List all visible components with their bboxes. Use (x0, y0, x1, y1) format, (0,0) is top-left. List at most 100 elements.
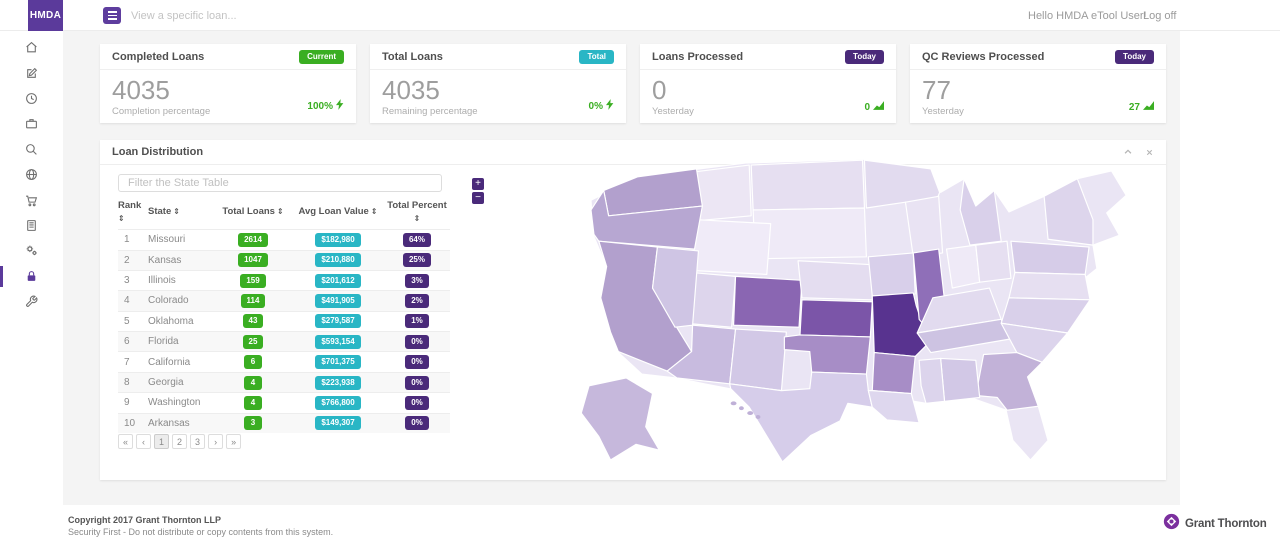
table-row[interactable]: 1 Missouri 2614 $182,980 64% (118, 229, 450, 249)
sidebar-item-search[interactable] (0, 137, 63, 162)
table-row[interactable]: 6 Florida 25 $593,154 0% (118, 331, 450, 352)
header-state[interactable]: State ⇕ (148, 205, 180, 217)
wrench-icon (25, 295, 38, 308)
table-row[interactable]: 3 Illinois 159 $201,612 3% (118, 269, 450, 290)
logoff-link[interactable]: Log off (1143, 10, 1177, 22)
avg-loan-value-badge: $223,938 (315, 375, 361, 390)
map-state-north-dakota[interactable] (750, 159, 866, 211)
map-state-virginia[interactable] (1008, 271, 1091, 301)
sidebar-item-edit[interactable] (0, 60, 63, 85)
state-cell: Missouri (148, 234, 186, 246)
sidebar-item-home[interactable] (0, 35, 63, 60)
status-badge: Current (299, 49, 344, 64)
sidebar-item-clock[interactable] (0, 86, 63, 111)
copyright-text: Copyright 2017 Grant Thornton LLP (68, 515, 222, 525)
collapse-icon[interactable] (1123, 147, 1133, 157)
header-total-percent[interactable]: Total Percent ⇕ (387, 200, 447, 223)
status-badge: Today (1115, 49, 1154, 64)
panel-title: Loan Distribution (112, 146, 204, 158)
sidebar-item-cart[interactable] (0, 187, 63, 212)
loan-distribution-panel: Loan Distribution + − Rank⇕ State⇕ Total… (100, 140, 1166, 480)
cart-icon (25, 194, 38, 207)
map-state-mississippi[interactable] (918, 357, 946, 404)
total-loans-badge: 4 (244, 375, 262, 390)
sidebar-item-briefcase[interactable] (0, 111, 63, 136)
header-rank[interactable]: Rank ⇕ (118, 200, 142, 223)
rank-cell: 2 (124, 254, 130, 266)
page-button[interactable]: ‹ (136, 434, 152, 449)
table-row[interactable]: 5 Oklahoma 43 $279,587 1% (118, 310, 450, 331)
map-zoom-out-button[interactable]: − (472, 192, 484, 204)
loan-search-input[interactable] (131, 5, 451, 26)
grant-thornton-wordmark: Grant Thornton (1185, 518, 1267, 530)
rank-cell: 4 (124, 295, 130, 307)
map-state-nevada[interactable] (651, 246, 700, 328)
state-table: Rank ⇕ State ⇕ Total Loans ⇕ Avg Loan Value… (118, 198, 450, 434)
map-state-michigan[interactable] (959, 178, 1002, 246)
map-state-kansas[interactable] (799, 299, 873, 338)
map-zoom-in-button[interactable]: + (472, 178, 484, 190)
map-state-indiana[interactable] (945, 244, 981, 289)
map-state-wisconsin[interactable] (904, 195, 944, 258)
map-state-wyoming[interactable] (691, 219, 772, 275)
table-row[interactable]: 7 California 6 $701,375 0% (118, 351, 450, 371)
sidebar-item-settings[interactable] (0, 238, 63, 263)
map-state-hawaii[interactable] (730, 401, 761, 419)
page-button[interactable]: 2 (172, 434, 188, 449)
card-total-loans: Total Loans Total 4035 Remaining percenta… (370, 44, 626, 123)
menu-toggle-button[interactable] (103, 7, 121, 24)
stat-cards: Completed Loans Current 4035 Completion p… (100, 44, 1166, 123)
briefcase-icon (25, 117, 38, 130)
clock-icon (25, 92, 38, 105)
map-state-new-york[interactable] (1043, 178, 1094, 246)
map-state-pennsylvania[interactable] (1010, 240, 1090, 275)
table-row[interactable]: 9 Washington 4 $766,800 0% (118, 392, 450, 412)
map-state-colorado[interactable] (733, 275, 803, 328)
map-state-oregon[interactable] (590, 189, 703, 250)
page-button[interactable]: » (226, 434, 242, 449)
globe-icon (25, 168, 38, 181)
footer: Copyright 2017 Grant Thornton LLP Securi… (0, 505, 1280, 549)
total-loans-badge: 159 (240, 273, 266, 288)
table-row[interactable]: 8 Georgia 4 $223,938 0% (118, 371, 450, 393)
card-value: 4035 (382, 75, 440, 105)
map-state-iowa[interactable] (867, 252, 916, 297)
sidebar-item-lock[interactable] (0, 264, 63, 289)
map-state-ohio[interactable] (975, 240, 1012, 283)
header-total-loans[interactable]: Total Loans ⇕ (222, 205, 284, 217)
avg-loan-value-badge: $491,905 (315, 293, 361, 308)
map-state-georgia[interactable] (975, 351, 1043, 411)
close-icon[interactable] (1145, 148, 1154, 157)
card-subtitle: Yesterday (652, 106, 694, 117)
map-state-alaska[interactable] (580, 377, 660, 461)
map-state-new-mexico[interactable] (729, 328, 787, 392)
page-button[interactable]: « (118, 434, 134, 449)
lock-icon (25, 270, 38, 283)
state-table-filter-input[interactable] (118, 174, 442, 192)
header-avg-loan-value[interactable]: Avg Loan Value ⇕ (298, 205, 378, 217)
status-badge: Total (579, 49, 614, 64)
table-row[interactable]: 4 Colorado 114 $491,905 2% (118, 290, 450, 311)
status-badge: Today (845, 49, 884, 64)
avg-loan-value-badge: $279,587 (315, 314, 361, 329)
table-row[interactable]: 10 Arkansas 3 $149,307 0% (118, 412, 450, 434)
total-loans-badge: 3 (244, 416, 262, 431)
map-state-arkansas[interactable] (871, 351, 916, 395)
state-cell: Washington (148, 397, 201, 409)
sidebar-item-globe[interactable] (0, 162, 63, 187)
card-stat-value: 0% (588, 100, 603, 112)
security-note: Security First - Do not distribute or co… (68, 527, 334, 537)
map-state-louisiana[interactable] (867, 390, 920, 424)
sidebar-item-calculator[interactable] (0, 213, 63, 238)
avg-loan-value-badge: $766,800 (315, 395, 361, 410)
page-button[interactable]: 3 (190, 434, 206, 449)
sidebar-item-wrench[interactable] (0, 289, 63, 314)
map-state-nebraska[interactable] (797, 260, 873, 301)
card-stat-value: 0 (864, 101, 870, 113)
page-button[interactable]: › (208, 434, 224, 449)
page-button[interactable]: 1 (154, 434, 170, 449)
map-state-texas[interactable] (729, 371, 873, 463)
table-row[interactable]: 2 Kansas 1047 $210,880 25% (118, 249, 450, 270)
map-state-alabama[interactable] (940, 357, 981, 402)
hmda-logo: HMDA (28, 0, 63, 31)
